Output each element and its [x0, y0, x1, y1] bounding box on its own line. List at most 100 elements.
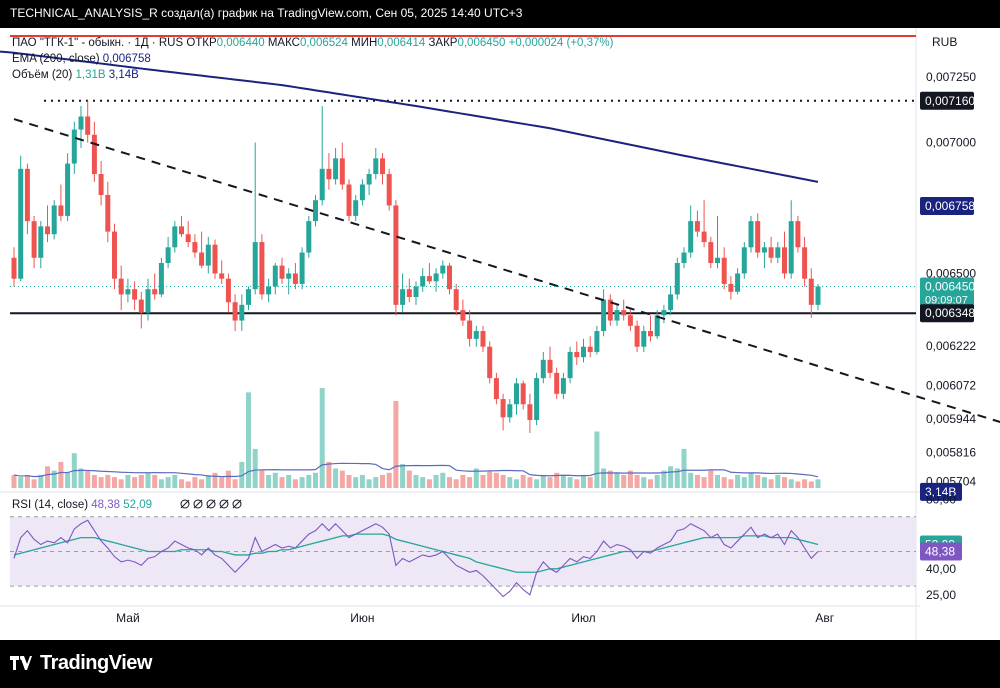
candle: [534, 372, 540, 426]
hidden-value-icon: [232, 499, 242, 509]
volume-bar: [386, 472, 392, 488]
candle: [219, 260, 225, 284]
volume-bar: [225, 470, 231, 488]
price-tick-label: 0,006500: [926, 266, 976, 280]
rsi-tick-label: 40,00: [926, 562, 956, 576]
candle: [802, 236, 808, 287]
volume-bar: [272, 472, 278, 488]
candle: [266, 278, 272, 303]
candle: [761, 242, 767, 269]
volume-bar: [138, 474, 144, 488]
candle: [473, 325, 479, 347]
legend-open-label: ОТКР: [183, 37, 217, 49]
candle: [540, 351, 546, 384]
volume-bar: [313, 472, 318, 488]
volume-bar: [125, 474, 131, 488]
legend-close-label: ЗАКР: [425, 37, 458, 49]
legend-volume-label: Объём (20): [12, 69, 75, 81]
legend-rsi-label: RSI (14, close): [12, 499, 91, 511]
candle-body: [460, 310, 466, 321]
candle-body: [447, 265, 452, 290]
volume-bar: [480, 474, 486, 488]
volume-bar: [782, 477, 787, 488]
volume-bar: [701, 477, 707, 488]
legend-symbol-line: ПАО "ТГК-1" - обыкн. · 1Д · RUS ОТКР0,00…: [12, 37, 614, 49]
time-tick-label: Май: [116, 611, 140, 625]
hidden-value-icon: [180, 499, 190, 509]
candle: [788, 200, 794, 279]
volume-bar: [721, 477, 727, 488]
candle: [641, 325, 647, 352]
volume-bar: [621, 474, 627, 488]
candle-body: [654, 315, 660, 337]
candle-body: [500, 399, 506, 418]
price-axis-layer: 0,007250 0,007000 0,006500 0,006222 0,006072…: [920, 35, 976, 602]
volume-bar: [98, 477, 104, 488]
candle-body: [24, 168, 30, 222]
legend-ema-label: EMA (200, close): [12, 53, 103, 65]
volume-bar: [447, 477, 452, 488]
candle-body: [567, 351, 573, 379]
volume-bar: [694, 474, 700, 488]
volume-bar: [668, 466, 674, 488]
volume-bar: [815, 479, 821, 488]
candle-body: [192, 242, 198, 253]
candle-body: [741, 247, 747, 274]
legend-change: +0,000024 (+0,37%): [505, 37, 613, 49]
candle-body: [426, 276, 432, 282]
candle: [433, 268, 439, 292]
candle-body: [400, 289, 406, 305]
volume-bar: [534, 479, 540, 488]
candle-body: [775, 247, 781, 258]
candle-body: [674, 263, 680, 295]
volume-bar: [18, 477, 24, 488]
candle: [594, 325, 600, 355]
volume-bar: [594, 431, 600, 488]
hidden-value-slash: [206, 499, 216, 509]
candle: [132, 281, 138, 311]
time-axis-layer: МайИюнИюлАвгСен: [116, 611, 835, 625]
time-tick-label: Июн: [350, 611, 374, 625]
price-tag-label: 0,006758: [925, 199, 975, 213]
candle: [728, 276, 734, 300]
volume-bar: [674, 468, 680, 488]
candle-body: [38, 226, 44, 258]
candle-body: [802, 247, 808, 279]
candle: [460, 299, 466, 326]
volume-bar: [788, 479, 794, 488]
price-tag: [920, 304, 974, 323]
candle-body: [313, 200, 318, 222]
volume-bar: [487, 470, 493, 488]
candle: [547, 346, 553, 379]
volume-bar: [735, 474, 741, 488]
candle-body: [627, 315, 633, 326]
brand-footer: TradingView: [10, 648, 152, 678]
volume-bar: [286, 474, 292, 488]
candle: [246, 286, 251, 311]
chart-svg[interactable]: 0,007250 0,007000 0,006500 0,006222 0,006072…: [0, 28, 1000, 640]
time-tick-label: Июл: [571, 611, 595, 625]
candle-body: [386, 174, 392, 206]
candle-body: [205, 244, 211, 266]
descending-trendline: [13, 118, 1000, 423]
candle: [507, 399, 513, 423]
volume-bar: [755, 474, 761, 488]
candle: [587, 336, 593, 358]
candle-body: [768, 247, 774, 258]
candle: [406, 278, 412, 303]
legend-high-label: МАКС: [265, 37, 300, 49]
chart-area[interactable]: 0,007250 0,007000 0,006500 0,006222 0,006072…: [0, 28, 1000, 640]
candle: [165, 236, 171, 269]
candle: [31, 215, 37, 269]
volume-bar: [78, 468, 84, 488]
legend-rsi-value1: 48,38: [91, 499, 123, 511]
volume-bar: [681, 448, 687, 488]
price-tick-label: 0,005944: [926, 412, 976, 426]
candle-body: [239, 304, 245, 321]
candle-body: [299, 252, 305, 284]
volume-bar: [768, 479, 774, 488]
volume-bar: [346, 474, 352, 488]
candle-body: [138, 299, 144, 313]
candle: [279, 257, 285, 284]
candle-body: [514, 383, 519, 405]
